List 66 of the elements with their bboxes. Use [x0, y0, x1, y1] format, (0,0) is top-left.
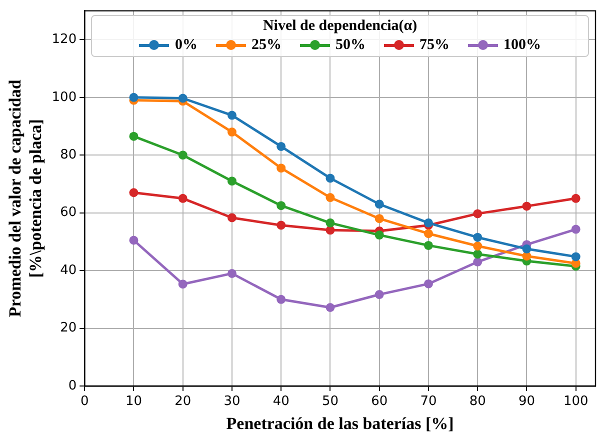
point [178, 94, 188, 103]
point [326, 302, 335, 312]
point [571, 224, 580, 234]
point [276, 220, 286, 230]
legend-label: 75% [420, 36, 450, 54]
point [571, 194, 580, 203]
point [424, 229, 433, 238]
legend-label: 25% [252, 36, 282, 54]
point [178, 280, 188, 289]
y-tick-label: 80 [60, 147, 77, 162]
point [129, 132, 138, 141]
point [227, 110, 236, 120]
x-tick-label: 80 [469, 394, 486, 410]
point [227, 213, 236, 222]
point [326, 218, 335, 228]
point [473, 257, 482, 266]
point [178, 194, 188, 203]
y-tick-label: 20 [60, 320, 77, 336]
y-tick-label: 100 [52, 90, 77, 105]
point [276, 164, 286, 173]
x-tick-label: 0 [80, 394, 89, 410]
point [326, 193, 335, 202]
point [424, 218, 433, 228]
legend-title: Nivel de dependencia(α) [262, 18, 418, 35]
point [473, 209, 482, 218]
point [276, 201, 286, 210]
point [374, 230, 384, 240]
x-tick-label: 30 [224, 394, 240, 410]
x-tick-label: 100 [563, 394, 588, 410]
x-tick-label: 50 [322, 394, 339, 410]
point [178, 150, 188, 160]
point [276, 142, 286, 151]
y-tick-label: 120 [52, 32, 77, 48]
x-tick-label: 60 [371, 394, 388, 410]
y-axis-title: Promedio del valor de capacidad [%\potencia de placa] [6, 79, 45, 318]
point [473, 242, 482, 251]
point [129, 188, 138, 198]
x-tick-label: 40 [272, 394, 290, 410]
x-axis-title: Penetración de las baterías [%] [226, 414, 454, 434]
point [374, 214, 384, 224]
x-tick-label: 90 [518, 394, 535, 410]
y-tick-label: 0 [68, 378, 77, 394]
legend-label: 50% [336, 36, 366, 54]
legend-label: 0% [175, 36, 198, 54]
point [473, 250, 482, 259]
point [374, 290, 384, 300]
point [227, 268, 236, 278]
x-tick-label: 70 [420, 394, 437, 410]
point [424, 240, 433, 250]
point [424, 279, 433, 288]
point [571, 252, 580, 262]
point [522, 244, 532, 254]
point [129, 92, 138, 102]
point [326, 174, 335, 183]
legend-label: 100% [504, 36, 542, 54]
y-tick-label: 60 [60, 205, 77, 220]
point [276, 294, 286, 304]
point [227, 176, 236, 186]
x-tick-label: 10 [125, 394, 142, 410]
point [374, 200, 384, 209]
x-tick-label: 20 [174, 394, 192, 410]
point [473, 232, 482, 242]
point [227, 128, 236, 137]
y-tick-label: 40 [60, 262, 77, 278]
point [522, 202, 532, 211]
point [129, 236, 138, 245]
